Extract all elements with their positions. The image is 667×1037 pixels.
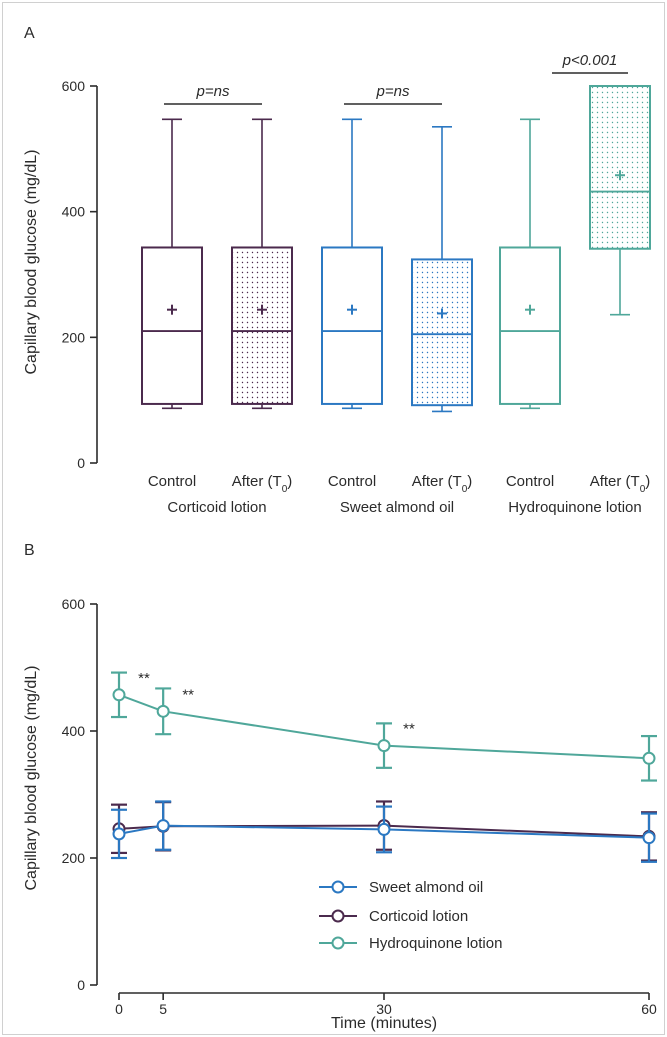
significance-label: p<0.001 xyxy=(562,52,618,69)
group-label: Sweet almond oil xyxy=(340,499,454,516)
panel-b-series: ******** xyxy=(111,670,657,863)
panel-b-y-axis-label: Capillary blood glucose (mg/dL) xyxy=(23,666,40,891)
data-point xyxy=(642,831,656,845)
legend-entry-label: Hydroquinone lotion xyxy=(369,935,502,952)
panel-b-x-tick-label: 0 xyxy=(115,1001,123,1017)
panel-a-label: A xyxy=(24,25,35,42)
series-line-corticoid-lotion xyxy=(118,824,650,838)
data-point xyxy=(642,751,656,765)
legend-swatch-marker xyxy=(331,880,345,894)
panel-b-legend: Sweet almond oil Corticoid lotion Hydroqui… xyxy=(319,879,502,952)
significance-mark: ** xyxy=(138,670,150,687)
data-point xyxy=(156,819,170,833)
box-body xyxy=(411,258,473,407)
panel-b-axes: 0 200 400 600 0 5 30 60 xyxy=(62,596,657,1017)
data-point xyxy=(112,827,126,841)
legend-swatch-marker xyxy=(331,936,345,950)
panel-b-x-tick-label: 5 xyxy=(159,1001,167,1017)
panel-a-y-tick-label: 200 xyxy=(62,329,86,345)
panel-a-y-axis: 0 200 400 600 xyxy=(62,78,98,471)
panel-b-x-axis-label: Time (minutes) xyxy=(331,1015,437,1032)
significance-label: p=ns xyxy=(196,83,230,100)
box-category-label: Control xyxy=(328,473,376,490)
panel-a-y-tick-label: 0 xyxy=(77,455,85,471)
legend-swatch-marker xyxy=(331,909,345,923)
panel-b-y-tick-label: 400 xyxy=(62,723,86,739)
panel-b-y-tick-label: 200 xyxy=(62,850,86,866)
panel-a-y-axis-label: Capillary blood glucose (mg/dL) xyxy=(23,150,40,375)
box-category-label: After (T0) xyxy=(412,473,473,495)
panel-b-y-tick-label: 600 xyxy=(62,596,86,612)
series-line-sweet-almond-oil xyxy=(118,824,650,839)
data-point xyxy=(377,739,391,753)
box-category-label: After (T0) xyxy=(590,473,651,495)
data-point xyxy=(377,822,391,836)
box-body xyxy=(231,246,293,405)
box-body xyxy=(141,246,203,405)
box-category-label: Control xyxy=(148,473,196,490)
data-point xyxy=(112,688,126,702)
box-body xyxy=(321,246,383,405)
panel-b-label: B xyxy=(24,542,35,559)
significance-label: p=ns xyxy=(376,83,410,100)
panel-a-y-tick-label: 400 xyxy=(62,204,86,220)
significance-mark: ** xyxy=(182,686,194,703)
series-line-hydroquinone-lotion xyxy=(118,693,650,760)
significance-mark: ** xyxy=(403,721,415,738)
data-point xyxy=(156,704,170,718)
group-label: Hydroquinone lotion xyxy=(508,499,641,516)
legend-entry-label: Corticoid lotion xyxy=(369,908,468,925)
box-body xyxy=(589,85,651,250)
panel-b-x-tick-label: 60 xyxy=(641,1001,657,1017)
panel-a-y-tick-label: 600 xyxy=(62,78,86,94)
panel-b-x-tick-label: 30 xyxy=(376,1001,392,1017)
group-label: Corticoid lotion xyxy=(167,499,266,516)
panel-a-boxes: Control After (T0) Corticoid lotion p=ns Con… xyxy=(141,52,651,516)
legend-entry-label: Sweet almond oil xyxy=(369,879,483,896)
panel-b-y-tick-label: 0 xyxy=(77,977,85,993)
box-body xyxy=(499,246,561,405)
box-category-label: After (T0) xyxy=(232,473,293,495)
box-category-label: Control xyxy=(506,473,554,490)
